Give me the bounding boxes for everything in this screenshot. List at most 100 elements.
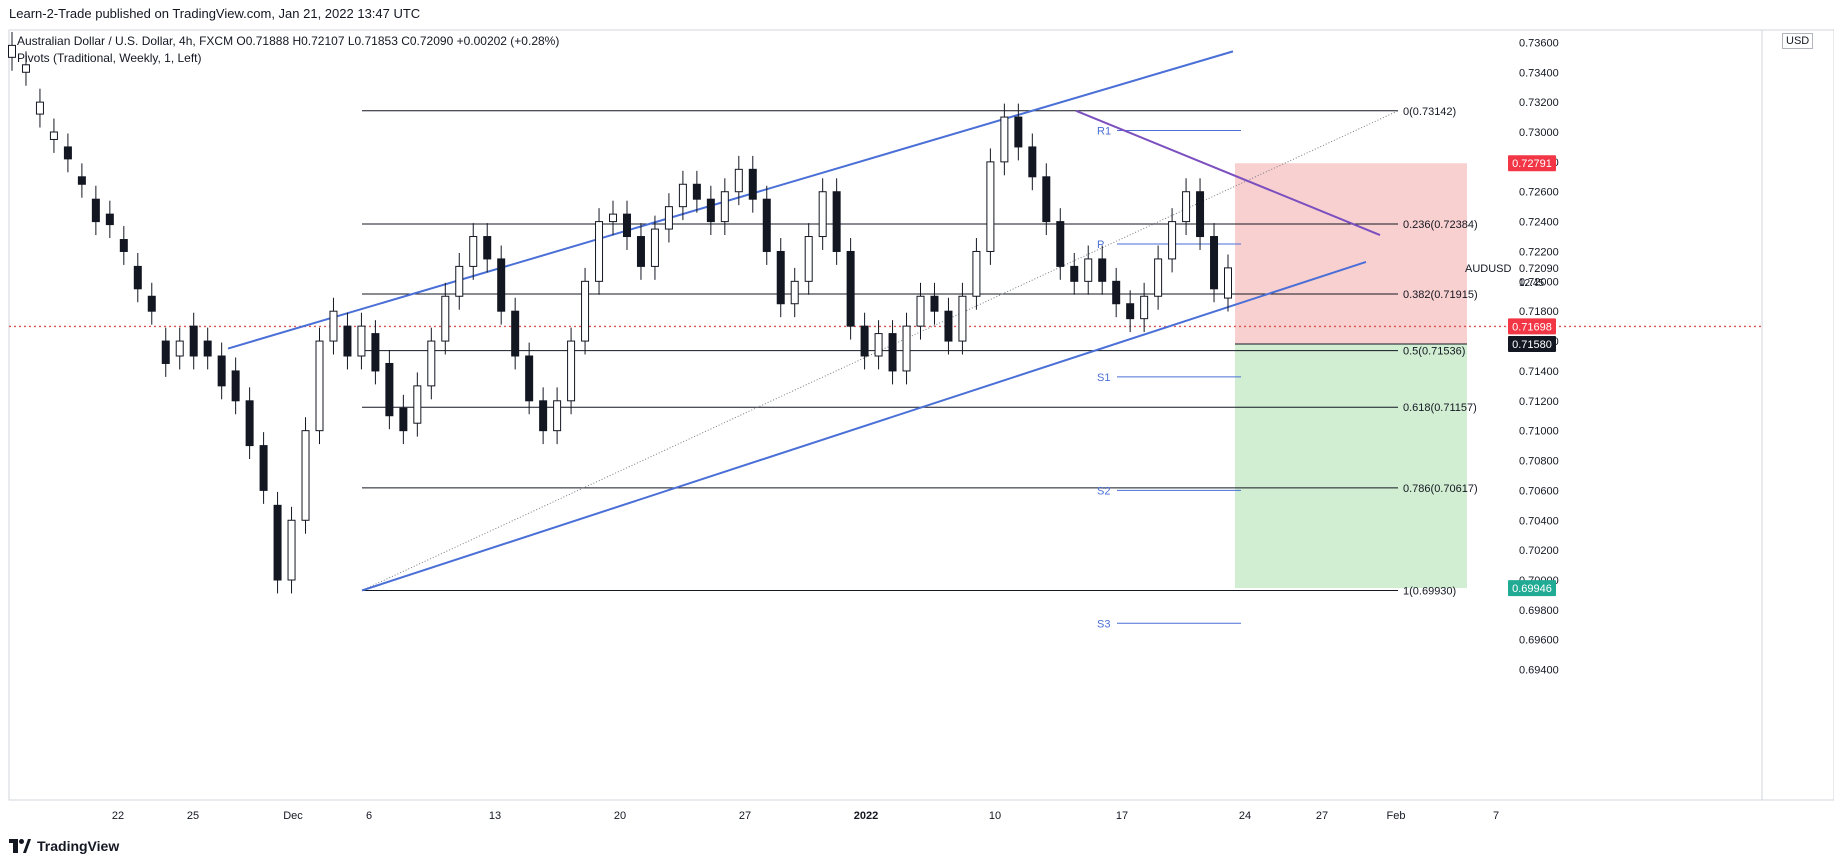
- candle-body: [734, 168, 743, 193]
- candle: [133, 252, 142, 303]
- candle-body: [329, 310, 338, 342]
- candle-body: [133, 265, 142, 290]
- candle-body: [1112, 280, 1121, 305]
- candle: [1224, 254, 1232, 312]
- price-tag-label: 0.71698: [1512, 321, 1552, 333]
- candle: [1210, 223, 1219, 303]
- candle-body: [846, 250, 855, 327]
- top-bar: Learn-2-Trade published on TradingView.c…: [0, 0, 1834, 26]
- candle: [553, 387, 562, 445]
- candle: [301, 417, 310, 534]
- candle-body: [21, 64, 30, 73]
- fib-label: 0(0.73142): [1403, 106, 1456, 118]
- fib-label: 1(0.69930): [1403, 585, 1456, 597]
- candle-body: [678, 183, 687, 208]
- candle: [189, 312, 198, 370]
- y-tick-label: 0.70600: [1519, 485, 1559, 497]
- y-tick-label: 0.71400: [1519, 366, 1559, 378]
- candle-body: [609, 213, 618, 223]
- candle-body: [958, 295, 967, 342]
- candle: [245, 387, 254, 460]
- candle: [371, 320, 380, 385]
- candle-body: [441, 295, 450, 342]
- candle-body: [273, 504, 282, 581]
- candle: [49, 118, 58, 153]
- x-tick-label: 7: [1493, 810, 1499, 822]
- candle-body: [287, 519, 296, 581]
- candle: [1168, 208, 1177, 273]
- candle: [35, 88, 44, 128]
- x-tick-label: 6: [366, 810, 372, 822]
- candle-body: [35, 101, 44, 115]
- y-tick-label: 0.69400: [1519, 665, 1559, 677]
- candle: [511, 297, 520, 370]
- candle-body: [259, 445, 268, 491]
- candle: [427, 327, 436, 400]
- candle-body: [832, 191, 841, 252]
- candle: [1182, 178, 1191, 236]
- candle-body: [1014, 116, 1023, 148]
- price-tag-label: 0.72791: [1512, 158, 1552, 170]
- pivot-label: R1: [1097, 126, 1111, 138]
- x-tick-label: 2022: [854, 810, 878, 822]
- candle: [161, 327, 170, 377]
- candle: [483, 223, 492, 273]
- candle-body: [790, 280, 799, 305]
- descending-resistance-line: [1075, 109, 1381, 236]
- candle-body: [1224, 267, 1232, 299]
- candle: [636, 223, 645, 280]
- candle-body: [1126, 303, 1135, 320]
- candle-body: [622, 213, 631, 238]
- candle-body: [8, 44, 16, 58]
- candle-body: [231, 370, 240, 402]
- candle-body: [1154, 258, 1163, 297]
- candle-body: [692, 183, 701, 200]
- candle-body: [77, 176, 86, 185]
- x-tick-label: 24: [1239, 810, 1251, 822]
- y-tick-label: 0.73200: [1519, 97, 1559, 109]
- y-tick-label: 0.73000: [1519, 127, 1559, 139]
- candle: [1042, 163, 1051, 236]
- price-tag-box: [1508, 155, 1556, 172]
- candle: [217, 342, 226, 400]
- currency-badge[interactable]: USD: [1782, 33, 1814, 49]
- candle: [119, 226, 128, 265]
- candle-body: [664, 206, 673, 230]
- tradingview-logo[interactable]: TradingView: [9, 838, 119, 854]
- x-tick-label: 27: [1316, 810, 1328, 822]
- pivot-label: S2: [1097, 485, 1110, 497]
- candle: [762, 185, 771, 265]
- candle: [986, 148, 995, 265]
- candle: [567, 327, 576, 415]
- pivot-label: P: [1097, 239, 1104, 251]
- candle: [105, 200, 114, 239]
- candle: [581, 267, 590, 355]
- y-tick-label: 0.73600: [1519, 37, 1559, 49]
- candle: [860, 312, 869, 370]
- candle: [692, 170, 701, 213]
- candle: [1056, 208, 1065, 280]
- candle-body: [483, 236, 492, 260]
- candle-body: [469, 236, 478, 267]
- y-tick-label: 0.72200: [1519, 246, 1559, 258]
- indicator-legend: Pivots (Traditional, Weekly, 1, Left): [17, 51, 202, 65]
- candle: [385, 350, 394, 430]
- candle-body: [720, 191, 729, 223]
- pivot-levels: R1 P S1 S2 S3: [1097, 126, 1241, 630]
- y-tick-label: 0.70800: [1519, 456, 1559, 468]
- candle-body: [161, 340, 170, 364]
- candle: [790, 267, 799, 318]
- candle: [930, 282, 939, 325]
- price-tag-label: 0.69946: [1512, 583, 1552, 595]
- candle: [8, 31, 16, 71]
- fib-label: 0.786(0.70617): [1403, 483, 1478, 495]
- candle: [329, 297, 338, 355]
- candle-body: [916, 295, 925, 327]
- candle: [706, 185, 715, 236]
- y-tick-label: 0.71000: [1519, 426, 1559, 438]
- plot-border: [8, 29, 1834, 801]
- candle-body: [217, 355, 226, 387]
- candle-body: [860, 325, 869, 357]
- y-tick-label: 0.69600: [1519, 635, 1559, 647]
